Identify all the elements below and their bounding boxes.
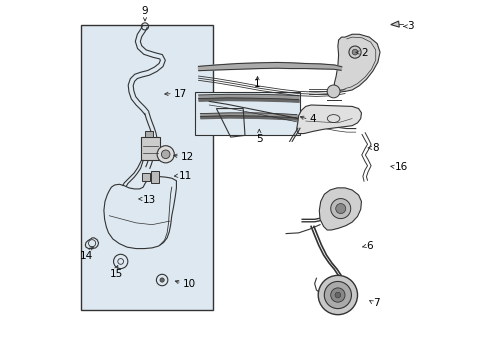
Text: 16: 16 (395, 162, 408, 172)
Text: 2: 2 (361, 48, 368, 58)
Circle shape (327, 85, 340, 98)
Bar (81, 24, 213, 310)
Text: 12: 12 (181, 152, 194, 162)
Text: 14: 14 (80, 251, 94, 261)
Bar (145, 131, 153, 137)
Circle shape (331, 199, 351, 219)
Polygon shape (297, 105, 362, 134)
Bar (151, 171, 159, 183)
Circle shape (324, 282, 351, 309)
Circle shape (161, 150, 170, 158)
Polygon shape (391, 21, 399, 27)
Text: 15: 15 (110, 269, 123, 279)
Text: 5: 5 (256, 134, 263, 144)
Circle shape (331, 288, 345, 302)
Bar (195, 93, 300, 135)
Polygon shape (334, 34, 380, 91)
Text: 11: 11 (179, 171, 192, 181)
Circle shape (157, 146, 174, 163)
Text: 13: 13 (143, 195, 156, 204)
Text: 1: 1 (254, 79, 261, 89)
Polygon shape (319, 188, 362, 230)
Circle shape (349, 46, 361, 58)
Circle shape (318, 275, 358, 315)
Circle shape (352, 49, 358, 55)
Circle shape (336, 203, 346, 213)
Text: 7: 7 (373, 298, 380, 308)
Text: 8: 8 (372, 143, 378, 153)
Text: 4: 4 (309, 114, 316, 124)
Bar (143, 173, 149, 181)
Circle shape (160, 278, 164, 282)
Text: 10: 10 (182, 279, 196, 289)
Bar (142, 137, 160, 160)
Text: 3: 3 (408, 21, 414, 31)
Text: 9: 9 (142, 6, 148, 16)
Polygon shape (198, 63, 342, 71)
Text: 6: 6 (367, 241, 373, 251)
Circle shape (335, 292, 341, 298)
Text: 17: 17 (173, 89, 187, 99)
